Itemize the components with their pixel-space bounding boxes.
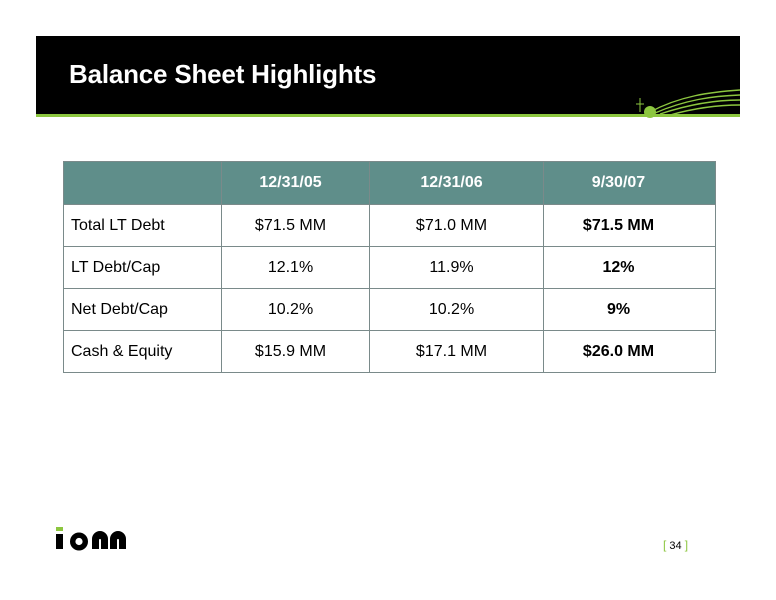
cell-value: 10.2% [221, 288, 370, 331]
header-2007: 9/30/07 [543, 161, 716, 205]
table-row: Cash & Equity $15.9 MM $17.1 MM $26.0 MM [63, 330, 716, 373]
bracket-right-icon: ] [684, 538, 689, 552]
accent-rule [36, 114, 740, 117]
balance-sheet-table: 12/31/05 12/31/06 9/30/07 Total LT Debt … [63, 161, 716, 373]
table-row: Net Debt/Cap 10.2% 10.2% 9% [63, 288, 716, 331]
table-header-row: 12/31/05 12/31/06 9/30/07 [63, 161, 716, 205]
header-2005: 12/31/05 [221, 161, 370, 205]
cell-value: $71.5 MM [543, 204, 716, 247]
ion-logo [56, 527, 126, 551]
cell-value: 9% [543, 288, 716, 331]
page-number: [ 34 ] [663, 538, 688, 552]
cell-value: 12.1% [221, 246, 370, 289]
cell-value: 11.9% [369, 246, 544, 289]
table-row: Total LT Debt $71.5 MM $71.0 MM $71.5 MM [63, 204, 716, 247]
table-row: LT Debt/Cap 12.1% 11.9% 12% [63, 246, 716, 289]
cell-value: $15.9 MM [221, 330, 370, 373]
page-number-value: 34 [669, 540, 682, 552]
header-2006: 12/31/06 [369, 161, 544, 205]
swoosh-graphic [636, 89, 740, 118]
cell-value: $71.0 MM [369, 204, 544, 247]
header-blank [63, 161, 222, 205]
row-label: Total LT Debt [63, 204, 222, 247]
row-label: LT Debt/Cap [63, 246, 222, 289]
bracket-left-icon: [ [663, 538, 667, 552]
row-label: Cash & Equity [63, 330, 222, 373]
slide-title: Balance Sheet Highlights [69, 59, 377, 89]
cell-value: $26.0 MM [543, 330, 716, 373]
row-label: Net Debt/Cap [63, 288, 222, 331]
header-band [36, 36, 740, 114]
cell-value: $71.5 MM [221, 204, 370, 247]
cell-value: $17.1 MM [369, 330, 544, 373]
cell-value: 12% [543, 246, 716, 289]
cell-value: 10.2% [369, 288, 544, 331]
